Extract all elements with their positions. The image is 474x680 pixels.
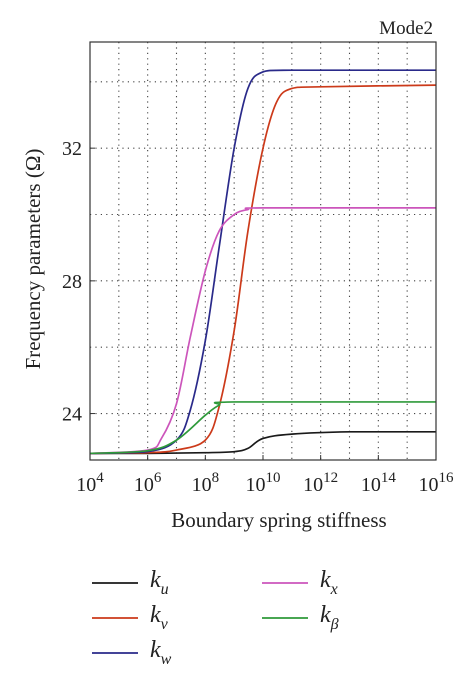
x-tick-label: 1012 (303, 470, 338, 496)
x-tick-label: 104 (76, 470, 104, 496)
series-line-kx (89, 207, 436, 455)
y-tick-label: 28 (62, 271, 82, 293)
x-axis-label: Boundary spring stiffness (171, 508, 386, 532)
y-tick-label: 24 (62, 404, 82, 426)
grid (90, 42, 436, 460)
legend-label: ku (150, 567, 169, 598)
series-lines (89, 69, 437, 455)
series-line-kv (89, 84, 437, 455)
chart-title: Mode2 (379, 18, 433, 39)
legend-label: kv (150, 602, 169, 633)
y-axis-label: Frequency parameters (Ω) (21, 149, 45, 370)
x-tick-labels: 104 106 108 1010 1012 1014 1016 (76, 455, 454, 496)
series-line-kβ (89, 401, 436, 455)
legend-label: kβ (320, 602, 339, 633)
series-line-kw (89, 69, 436, 455)
x-tick-label: 1014 (361, 470, 397, 496)
x-tick-label: 108 (192, 470, 220, 496)
y-tick-labels: 24 28 32 (62, 138, 95, 426)
legend-label: kw (150, 637, 172, 668)
legend-label: kx (320, 567, 338, 598)
legend: ku kv kw kx kβ (92, 567, 339, 668)
x-tick-label: 106 (134, 470, 162, 496)
y-tick-label: 32 (62, 138, 82, 160)
x-tick-label: 1016 (419, 470, 455, 496)
plot-frame (89, 41, 437, 461)
series-line-ku (90, 430, 437, 455)
x-tick-label: 1010 (246, 470, 281, 496)
